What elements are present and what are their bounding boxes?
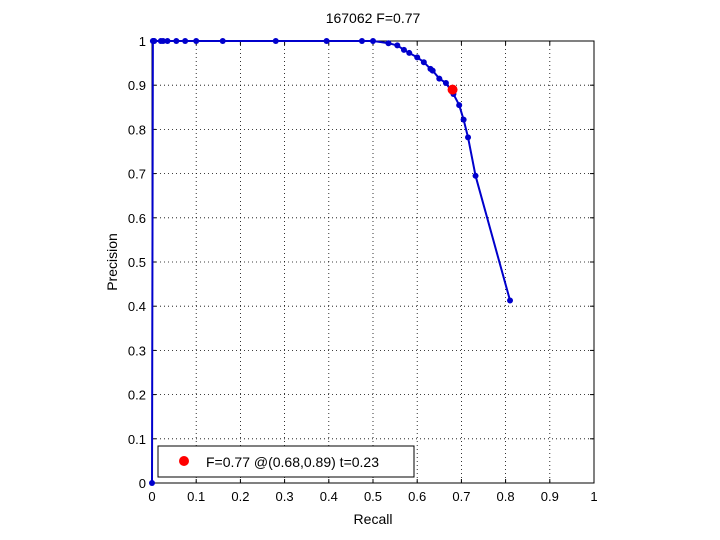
- pr-curve-point: [385, 40, 392, 47]
- pr-curve-point: [193, 38, 200, 44]
- y-tick-label: 0.8: [128, 122, 146, 137]
- pr-curve-point: [406, 49, 413, 56]
- legend-label: F=0.77 @(0.68,0.89) t=0.23: [206, 454, 379, 470]
- legend: F=0.77 @(0.68,0.89) t=0.23: [157, 445, 415, 478]
- pr-curve-point: [173, 38, 180, 44]
- x-tick-label: 0.1: [187, 489, 205, 504]
- x-tick-label: 0.7: [452, 489, 470, 504]
- x-tick-label: 0: [148, 489, 155, 504]
- pr-curve-point: [394, 42, 401, 49]
- pr-curve-point: [507, 297, 514, 304]
- x-tick-label: 0.3: [276, 489, 294, 504]
- pr-curve-point: [182, 38, 189, 44]
- pr-curve-point: [456, 102, 463, 109]
- x-tick-label: 0.6: [408, 489, 426, 504]
- pr-curve-point: [465, 134, 472, 141]
- pr-curve-point: [149, 480, 155, 486]
- x-tick-label: 0.8: [497, 489, 515, 504]
- x-tick-label: 0.2: [231, 489, 249, 504]
- legend-box: [157, 445, 415, 478]
- pr-curve-point: [400, 46, 407, 53]
- x-tick-label: 0.9: [541, 489, 559, 504]
- y-tick-label: 0: [139, 476, 146, 491]
- pr-curve-point: [219, 38, 226, 44]
- legend-marker: [179, 456, 189, 466]
- y-tick-label: 0.3: [128, 343, 146, 358]
- y-axis-label: Precision: [104, 233, 120, 291]
- y-tick-label: 0.1: [128, 432, 146, 447]
- pr-curve-point: [414, 54, 421, 61]
- x-axis-label: Recall: [354, 511, 393, 527]
- pr-curve-point: [323, 38, 330, 44]
- y-tick-label: 0.5: [128, 255, 146, 270]
- best-f-point: [447, 84, 458, 95]
- pr-curve-point: [429, 67, 436, 74]
- pr-curve-point: [151, 38, 158, 44]
- series-layer: [149, 38, 514, 486]
- x-tick-label: 0.4: [320, 489, 338, 504]
- pr-curve-point: [272, 38, 279, 44]
- y-tick-label: 0.2: [128, 388, 146, 403]
- pr-curve-point: [442, 79, 449, 86]
- chart-title: 167062 F=0.77: [326, 10, 421, 26]
- y-tick-label: 0.7: [128, 167, 146, 182]
- pr-curve-point: [472, 172, 479, 179]
- y-tick-label: 1: [139, 34, 146, 49]
- grid-layer: [152, 41, 594, 483]
- pr-curve-point: [164, 38, 171, 44]
- y-tick-label: 0.9: [128, 78, 146, 93]
- y-tick-label: 0.6: [128, 211, 146, 226]
- pr-curve-point: [370, 38, 376, 44]
- y-tick-label: 0.4: [128, 299, 146, 314]
- x-tick-label: 1: [590, 489, 597, 504]
- x-tick-label: 0.5: [364, 489, 382, 504]
- pr-curve-point: [420, 59, 427, 66]
- pr-curve-point: [460, 116, 467, 123]
- pr-curve-point: [436, 75, 443, 82]
- pr-curve-point: [160, 38, 167, 44]
- pr-curve-point: [358, 38, 365, 44]
- tick-layer: 0 0.1 0.2 0.3 0.4 0.5 0.6 0.7 0.8 0.9 1 0 0.1 0.2 0.3 0…: [128, 34, 598, 504]
